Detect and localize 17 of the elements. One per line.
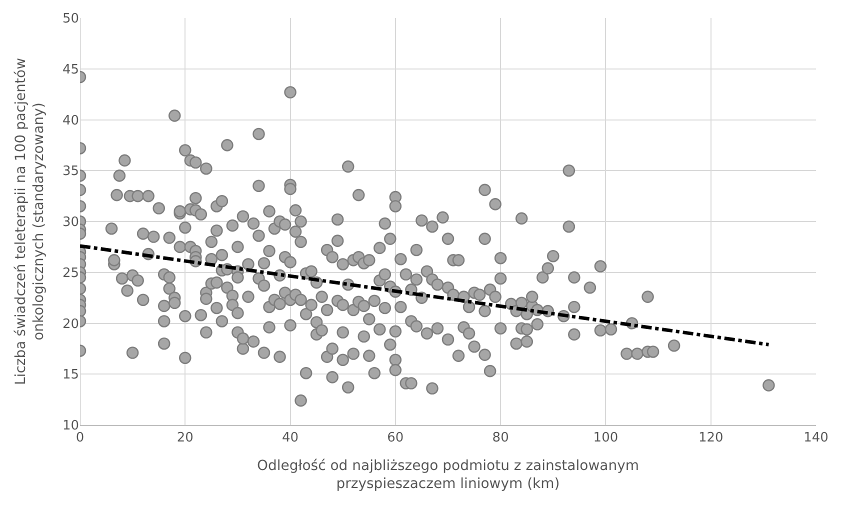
y-tick-label: 35 xyxy=(62,164,79,180)
x-tick-label: 80 xyxy=(492,430,509,446)
x-axis-title: Odległość od najbliższego podmiotu z zainstalowanym przyspieszaczem liniowym (km) xyxy=(256,458,640,492)
y-tick-label: 50 xyxy=(62,12,79,27)
y-tick-label: 30 xyxy=(62,215,79,230)
y-tick-label: 45 xyxy=(62,62,79,78)
x-tick-label: 100 xyxy=(593,430,618,446)
x-tick-label: 140 xyxy=(804,430,828,446)
y-tick-label: 25 xyxy=(62,266,79,281)
y-axis-title: Liczba świadczeń teleterapii na 100 pacjentów onkologicznych (standaryzowany) xyxy=(12,58,48,386)
y-tick-label: 15 xyxy=(62,368,79,383)
x-tick-label: 120 xyxy=(698,430,724,446)
y-tick-label: 40 xyxy=(62,113,79,128)
x-tick-label: 60 xyxy=(387,430,404,446)
x-tick-label: 40 xyxy=(282,430,299,446)
y-tick-label: 20 xyxy=(62,316,79,332)
x-tick-label: 20 xyxy=(176,430,194,446)
